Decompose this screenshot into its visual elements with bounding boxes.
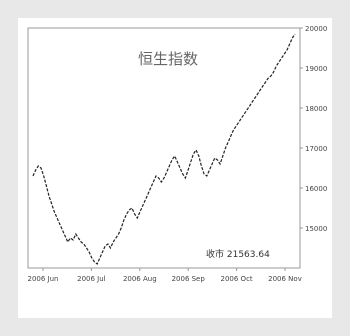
hsi-line-chart: 恒生指数 收市 21563.64 2006 Jun 2006 Jul 2006 Au… (27, 25, 327, 283)
y-tick-label: 15000 (305, 225, 327, 233)
chart-frame: 恒生指数 收市 21563.64 2006 Jun 2006 Jul 2006 Au… (18, 18, 332, 318)
x-tick-label: 2006 Jun (28, 275, 59, 283)
chart-title: 恒生指数 (138, 50, 198, 68)
y-tick-label: 19000 (305, 65, 327, 73)
y-tick-label: 20000 (305, 25, 327, 33)
x-tick-label: 2006 Jul (77, 275, 106, 283)
y-tick-label: 18000 (305, 105, 327, 113)
x-tick-label: 2006 Nov (268, 275, 302, 283)
x-tick-label: 2006 Sep (172, 275, 206, 283)
y-tick-label: 17000 (305, 145, 327, 153)
x-tick-label: 2006 Aug (123, 275, 157, 283)
close-annotation: 收市 21563.64 (206, 248, 270, 260)
x-tick-label: 2006 Oct (221, 275, 253, 283)
y-tick-label: 16000 (305, 185, 327, 193)
hsi-series-line (32, 33, 296, 265)
